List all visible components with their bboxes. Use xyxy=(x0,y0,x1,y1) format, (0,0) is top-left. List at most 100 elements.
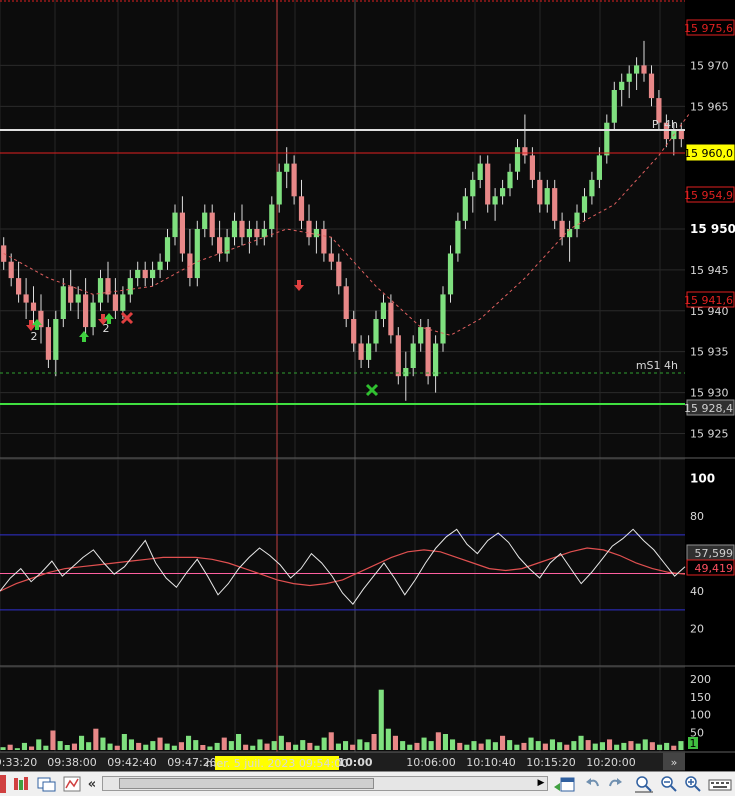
volume-bar xyxy=(121,734,127,750)
price-badge-label: 15 928,4 xyxy=(684,402,733,415)
candle-down xyxy=(45,327,51,360)
candle-down xyxy=(209,212,215,238)
candle-down xyxy=(648,73,655,99)
scrollbar-thumb[interactable] xyxy=(119,778,374,789)
buy-order-arrow[interactable] xyxy=(32,319,42,330)
candle-up xyxy=(276,171,282,205)
chart-type-icon[interactable] xyxy=(12,775,30,793)
volume-panel[interactable] xyxy=(0,668,685,752)
bar-chart-icon[interactable] xyxy=(0,775,6,793)
volume-bar xyxy=(193,740,199,750)
volume-bar xyxy=(57,741,63,750)
volume-bar xyxy=(107,743,113,750)
volume-bar xyxy=(628,741,634,750)
candle-down xyxy=(142,269,148,279)
volume-bar xyxy=(471,741,477,750)
candle-up xyxy=(477,163,483,180)
calendar-icon[interactable] xyxy=(554,775,576,793)
window-icon[interactable] xyxy=(36,775,58,793)
oscillator-signal-line xyxy=(0,547,686,592)
volume-bar xyxy=(293,744,299,750)
volume-bar xyxy=(378,689,384,750)
candle-down xyxy=(38,310,44,328)
zoom-area-icon[interactable] xyxy=(633,775,655,793)
volume-bar xyxy=(300,740,306,750)
candle-up xyxy=(447,253,454,295)
volume-bar xyxy=(214,742,220,750)
chart-area[interactable]: P_4h mS1 4h 15 970 15 965 15 950 15 945 15 94… xyxy=(0,0,735,771)
price-tick-label: 15 940 xyxy=(690,305,729,318)
candle-up xyxy=(150,269,156,279)
price-axis-panel[interactable] xyxy=(685,0,735,771)
volume-bar xyxy=(257,739,263,750)
candle-up xyxy=(626,73,632,82)
scroll-right-arrow[interactable]: ▶ xyxy=(537,778,545,788)
zoom-in-icon[interactable] xyxy=(684,775,702,793)
pivot-label: P_4h xyxy=(652,118,678,131)
candle-up xyxy=(202,212,208,229)
oscillator-panel[interactable] xyxy=(0,460,685,666)
support-label: mS1 4h xyxy=(636,359,678,372)
candle-down xyxy=(537,179,543,205)
candle-up xyxy=(120,294,126,311)
candle-down xyxy=(328,253,334,262)
keyboard-icon[interactable] xyxy=(708,775,732,793)
volume-bar xyxy=(614,744,620,750)
oscillator-main-line xyxy=(0,528,686,605)
candle-down xyxy=(529,155,535,180)
oscillator-tick-label: 100 xyxy=(690,472,715,486)
candle-down xyxy=(351,319,357,344)
order-count-label: 2 xyxy=(103,322,110,335)
close-position-icon[interactable] xyxy=(120,311,134,325)
close-position-icon[interactable] xyxy=(365,383,379,397)
candle-up xyxy=(492,196,498,205)
volume-bar xyxy=(43,745,49,750)
buy-order-arrow[interactable] xyxy=(104,313,114,324)
scroll-left-button[interactable]: « xyxy=(87,776,97,792)
sell-order-arrow[interactable] xyxy=(294,280,304,291)
candle-up xyxy=(596,155,602,180)
time-scrollbar[interactable]: ▶ xyxy=(102,776,548,791)
time-tick-label: 10:20:00 xyxy=(586,756,635,769)
time-tick-label: 09:38:00 xyxy=(47,756,96,769)
volume-bar xyxy=(285,742,291,750)
volume-bar xyxy=(307,742,313,750)
cursor-time-badge xyxy=(215,756,339,770)
candle-up xyxy=(604,122,610,156)
volume-bar xyxy=(400,741,406,750)
candle-down xyxy=(559,220,565,238)
zoom-out-icon[interactable] xyxy=(660,775,678,793)
price-tick-label: 15 970 xyxy=(690,59,729,72)
volume-bar xyxy=(571,741,577,750)
volume-bar xyxy=(93,728,99,750)
price-tick-label: 15 950 xyxy=(690,222,735,236)
scroll-end-button[interactable] xyxy=(663,753,685,770)
volume-bar xyxy=(642,739,648,750)
candle-up xyxy=(418,327,424,344)
volume-bar xyxy=(200,745,206,750)
price-tick-label: 15 930 xyxy=(690,387,729,400)
volume-bar xyxy=(357,739,363,750)
candle-up xyxy=(611,90,617,123)
candle-down xyxy=(678,130,684,140)
volume-bar xyxy=(143,744,149,750)
redo-icon[interactable] xyxy=(606,775,624,793)
volume-bar xyxy=(442,734,448,750)
volume-bar xyxy=(492,742,498,750)
candle-up xyxy=(157,261,163,270)
undo-icon[interactable] xyxy=(584,775,602,793)
volume-bar xyxy=(271,741,277,750)
volume-bar xyxy=(557,742,563,750)
volume-bar xyxy=(478,743,484,750)
buy-order-arrow[interactable] xyxy=(79,331,89,342)
sell-order-arrow[interactable] xyxy=(98,314,108,325)
volume-bar xyxy=(564,744,570,750)
candle-up xyxy=(507,171,513,189)
indicator-icon[interactable] xyxy=(62,775,82,793)
candle-down xyxy=(68,286,74,303)
candle-up xyxy=(440,294,446,344)
volume-bar xyxy=(328,732,334,750)
candle-up xyxy=(90,302,96,328)
candle-up xyxy=(455,220,461,254)
sell-order-arrow[interactable] xyxy=(26,320,36,331)
